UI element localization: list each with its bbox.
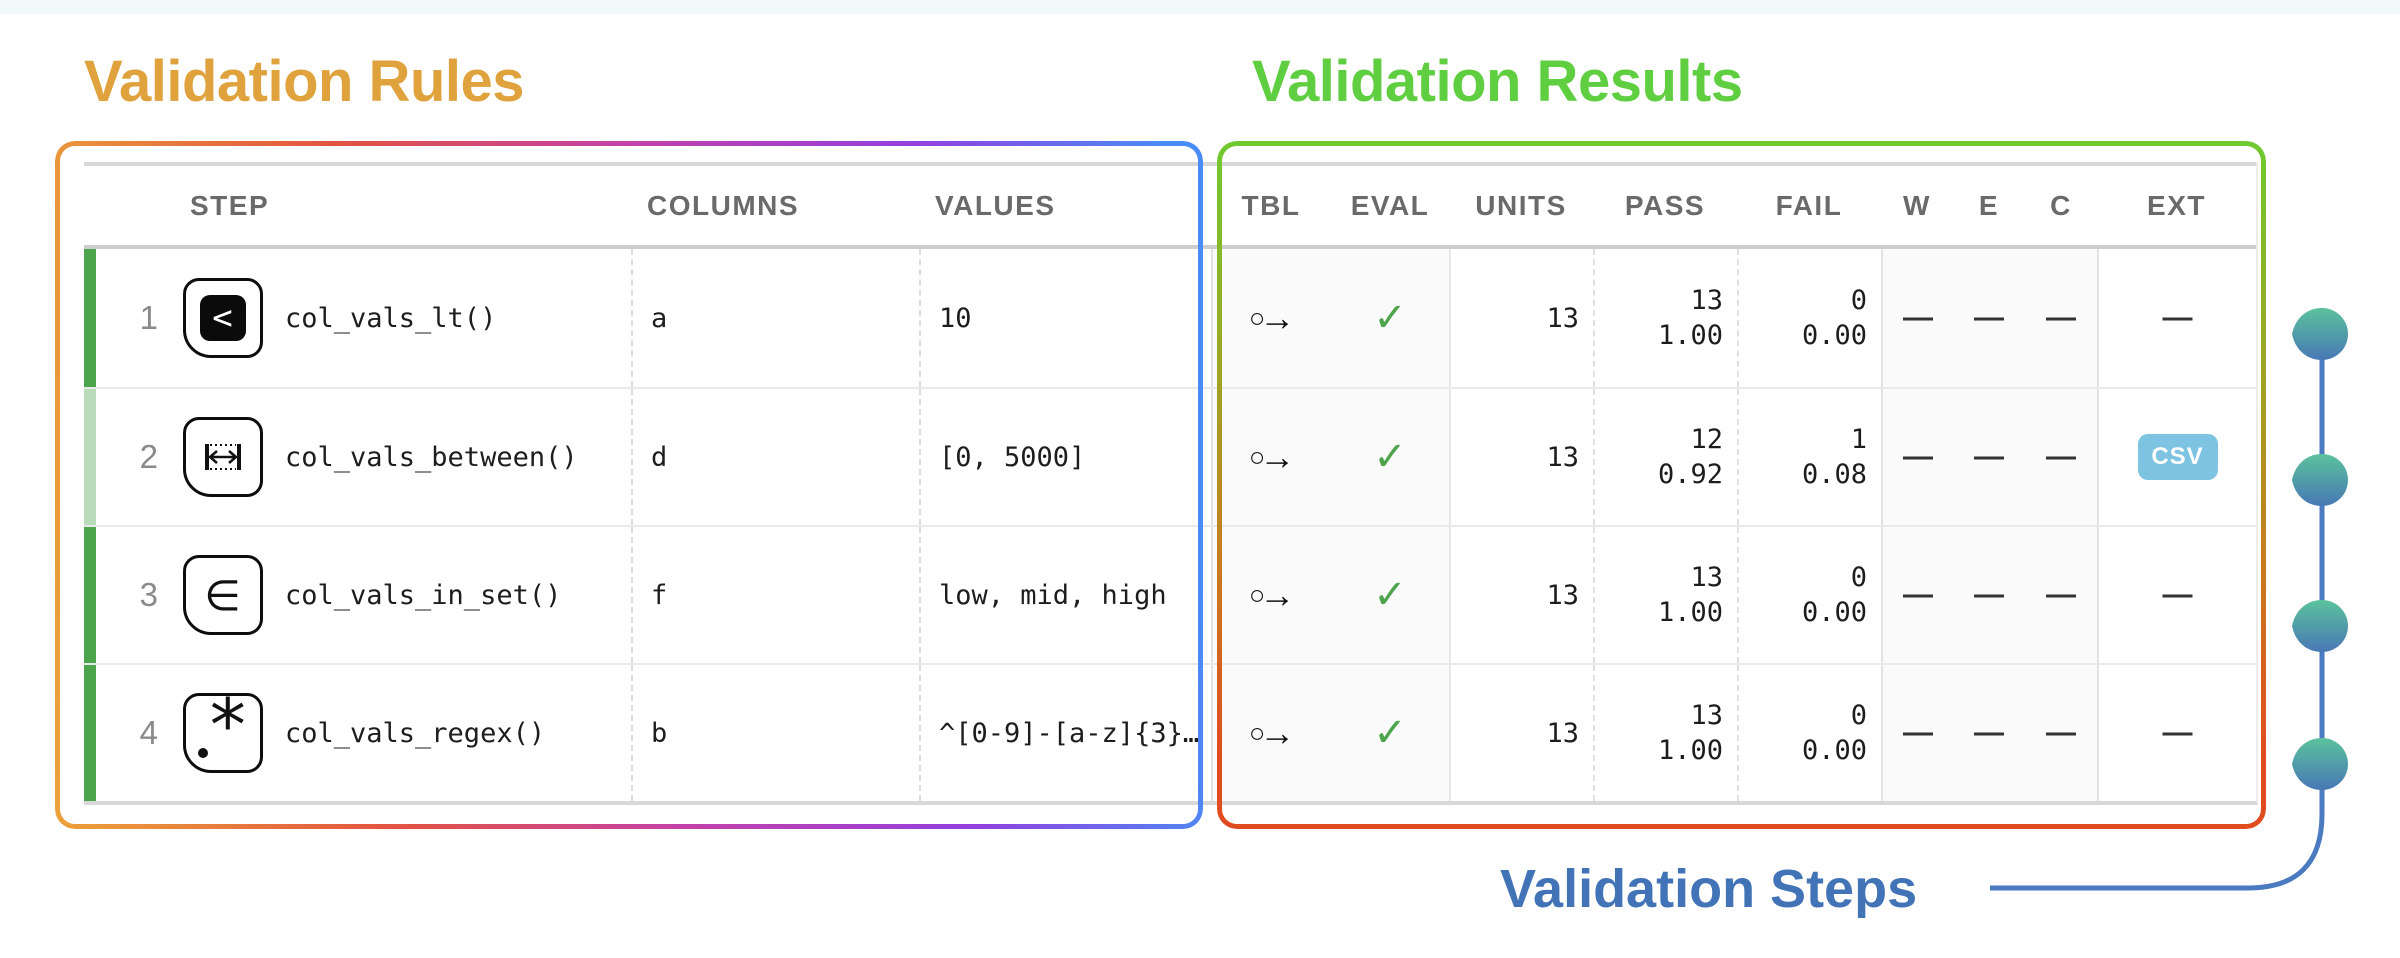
col-vals-regex-icon: *	[182, 688, 263, 773]
step-marker-icon	[2292, 738, 2348, 790]
asterisk-glyph: *	[206, 683, 250, 767]
tbl-preprocess-icon: ○ →	[1211, 389, 1331, 525]
columns-value: f	[631, 527, 919, 663]
pass-value: 13 1.00	[1593, 249, 1737, 387]
step-marker-icon	[2292, 600, 2348, 652]
step-function: col_vals_between()	[285, 441, 578, 473]
header-step: STEP	[190, 189, 270, 221]
error-value: —	[1953, 249, 2025, 387]
top-window-strip	[0, 0, 2400, 14]
regex-dot	[197, 748, 208, 758]
values-value: low, mid, high	[919, 527, 1211, 663]
header-eval: EVAL	[1350, 189, 1430, 221]
ext-value: CSV	[2097, 389, 2256, 525]
step-number: 2	[139, 438, 158, 475]
tbl-preprocess-icon: ○ →	[1211, 527, 1331, 663]
status-strip	[84, 389, 96, 525]
between-arrow-glyph	[204, 444, 241, 470]
eval-check-icon: ✓	[1331, 389, 1449, 525]
header-columns: COLUMNS	[647, 189, 800, 221]
steps-title: Validation Steps	[1500, 859, 1918, 919]
ext-value: —	[2097, 665, 2256, 801]
units-value: 13	[1449, 665, 1593, 801]
header-tbl: TBL	[1241, 189, 1301, 221]
critical-value: —	[2025, 527, 2097, 663]
pass-value: 12 0.92	[1593, 389, 1737, 525]
header-fail: FAIL	[1775, 189, 1843, 221]
error-value: —	[1953, 665, 2025, 801]
eval-check-icon: ✓	[1331, 249, 1449, 387]
error-value: —	[1953, 389, 2025, 525]
eval-check-icon: ✓	[1331, 527, 1449, 663]
warn-value: —	[1881, 665, 1953, 801]
warn-value: —	[1881, 389, 1953, 525]
fail-value: 1 0.08	[1737, 389, 1881, 525]
critical-value: —	[2025, 249, 2097, 387]
step-function: col_vals_in_set()	[285, 579, 562, 611]
pass-value: 13 1.00	[1593, 665, 1737, 801]
table-row: 2 col_vals_between() d [0, 5000] ○ → ✓ 13…	[84, 387, 2256, 525]
step-marker-icon	[2292, 308, 2348, 360]
values-value: [0, 5000]	[919, 389, 1211, 525]
warn-value: —	[1881, 527, 1953, 663]
step-function: col_vals_regex()	[285, 717, 546, 749]
col-vals-between-icon	[182, 417, 263, 497]
step-number: 3	[139, 576, 158, 613]
validation-table: STEP COLUMNS VALUES TBL EVAL UNITS PASS …	[84, 162, 2258, 805]
units-value: 13	[1449, 249, 1593, 387]
table-row: 4 * col_vals_regex() b ^[0-9]-[a-z]{3}… …	[84, 663, 2256, 801]
fail-value: 0 0.00	[1737, 527, 1881, 663]
pass-value: 13 1.00	[1593, 527, 1737, 663]
header-ext: EXT	[2147, 189, 2206, 221]
units-value: 13	[1449, 389, 1593, 525]
columns-value: d	[631, 389, 919, 525]
results-title: Validation Results	[1252, 49, 1743, 114]
eval-check-icon: ✓	[1331, 665, 1449, 801]
col-vals-lt-icon: <	[182, 278, 263, 358]
critical-value: —	[2025, 665, 2097, 801]
columns-value: b	[631, 665, 919, 801]
status-strip	[84, 249, 96, 387]
ext-value: —	[2097, 249, 2256, 387]
error-value: —	[1953, 527, 2025, 663]
step-marker-icon	[2292, 454, 2348, 506]
values-value: ^[0-9]-[a-z]{3}…	[919, 665, 1211, 801]
header-pass: PASS	[1624, 189, 1706, 221]
tbl-preprocess-icon: ○ →	[1211, 665, 1331, 801]
table-header-row: STEP COLUMNS VALUES TBL EVAL UNITS PASS …	[84, 162, 2256, 249]
header-e: E	[1978, 189, 2000, 221]
fail-value: 0 0.00	[1737, 249, 1881, 387]
less-than-glyph: <	[212, 298, 233, 338]
header-values: VALUES	[935, 189, 1056, 221]
element-of-glyph: ∈	[204, 570, 241, 620]
status-strip	[84, 665, 96, 801]
fail-value: 0 0.00	[1737, 665, 1881, 801]
col-vals-in-set-icon: ∈	[182, 555, 263, 635]
ext-value: —	[2097, 527, 2256, 663]
header-c: C	[2050, 189, 2072, 221]
step-number: 4	[139, 714, 158, 751]
header-units: UNITS	[1475, 189, 1567, 221]
status-strip	[84, 527, 96, 663]
critical-value: —	[2025, 389, 2097, 525]
header-w: W	[1903, 189, 1931, 221]
step-function: col_vals_lt()	[285, 302, 497, 334]
table-row: 3 ∈ col_vals_in_set() f low, mid, high ○…	[84, 525, 2256, 663]
warn-value: —	[1881, 249, 1953, 387]
values-value: 10	[919, 249, 1211, 387]
tbl-preprocess-icon: ○ →	[1211, 249, 1331, 387]
units-value: 13	[1449, 527, 1593, 663]
step-number: 1	[139, 299, 158, 336]
columns-value: a	[631, 249, 919, 387]
csv-export-button[interactable]: CSV	[2137, 434, 2218, 480]
rules-title: Validation Rules	[84, 49, 525, 114]
